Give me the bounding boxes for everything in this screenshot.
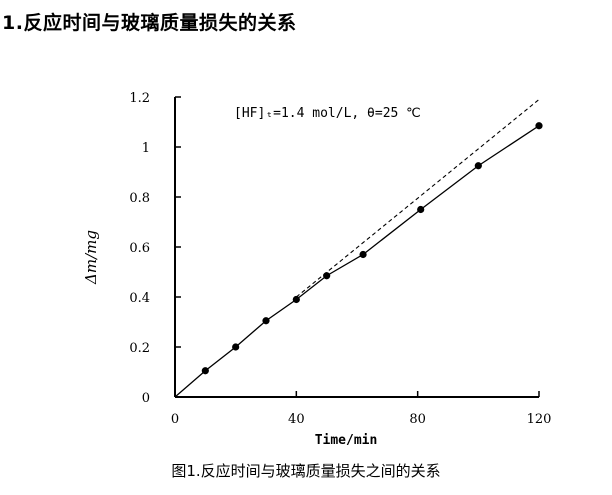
y-axis-label: Δm/mg — [82, 230, 100, 285]
data-point — [323, 272, 331, 280]
x-tick-label: 120 — [527, 412, 552, 427]
data-line — [174, 125, 540, 398]
x-tick-label: 80 — [409, 412, 426, 427]
x-tick-label: 40 — [288, 412, 305, 427]
y-tick-label: 0.8 — [129, 191, 150, 206]
dashed-reference-line — [295, 99, 540, 298]
y-tick-label: 0.6 — [129, 241, 150, 256]
figure-caption: 图1.反应时间与玻璃质量损失之间的关系 — [171, 462, 441, 480]
data-point — [232, 343, 240, 351]
data-point — [292, 295, 300, 304]
data-point — [262, 317, 270, 325]
y-tick-label: 0.2 — [129, 341, 150, 356]
data-point — [474, 162, 482, 170]
chart-series — [174, 99, 543, 398]
data-point — [417, 205, 425, 214]
y-tick-label: 1.2 — [129, 91, 150, 106]
x-tick-label: 0 — [171, 412, 179, 427]
data-point — [359, 250, 367, 259]
y-tick-label: 0 — [142, 391, 150, 406]
data-point — [535, 122, 543, 130]
x-axis-label: Time/min — [315, 433, 378, 448]
chart-ticks: 0 0.2 0.4 0.6 0.8 1 1.2 0 40 80 120 — [129, 91, 551, 427]
data-point — [201, 367, 209, 375]
chart-annotation: [HF]ₜ=1.4 mol/L, θ=25 ℃ — [234, 106, 421, 121]
y-tick-label: 1 — [142, 141, 150, 156]
page-heading: 1.反应时间与玻璃质量损失的关系 — [2, 12, 297, 34]
y-tick-label: 0.4 — [129, 291, 150, 306]
